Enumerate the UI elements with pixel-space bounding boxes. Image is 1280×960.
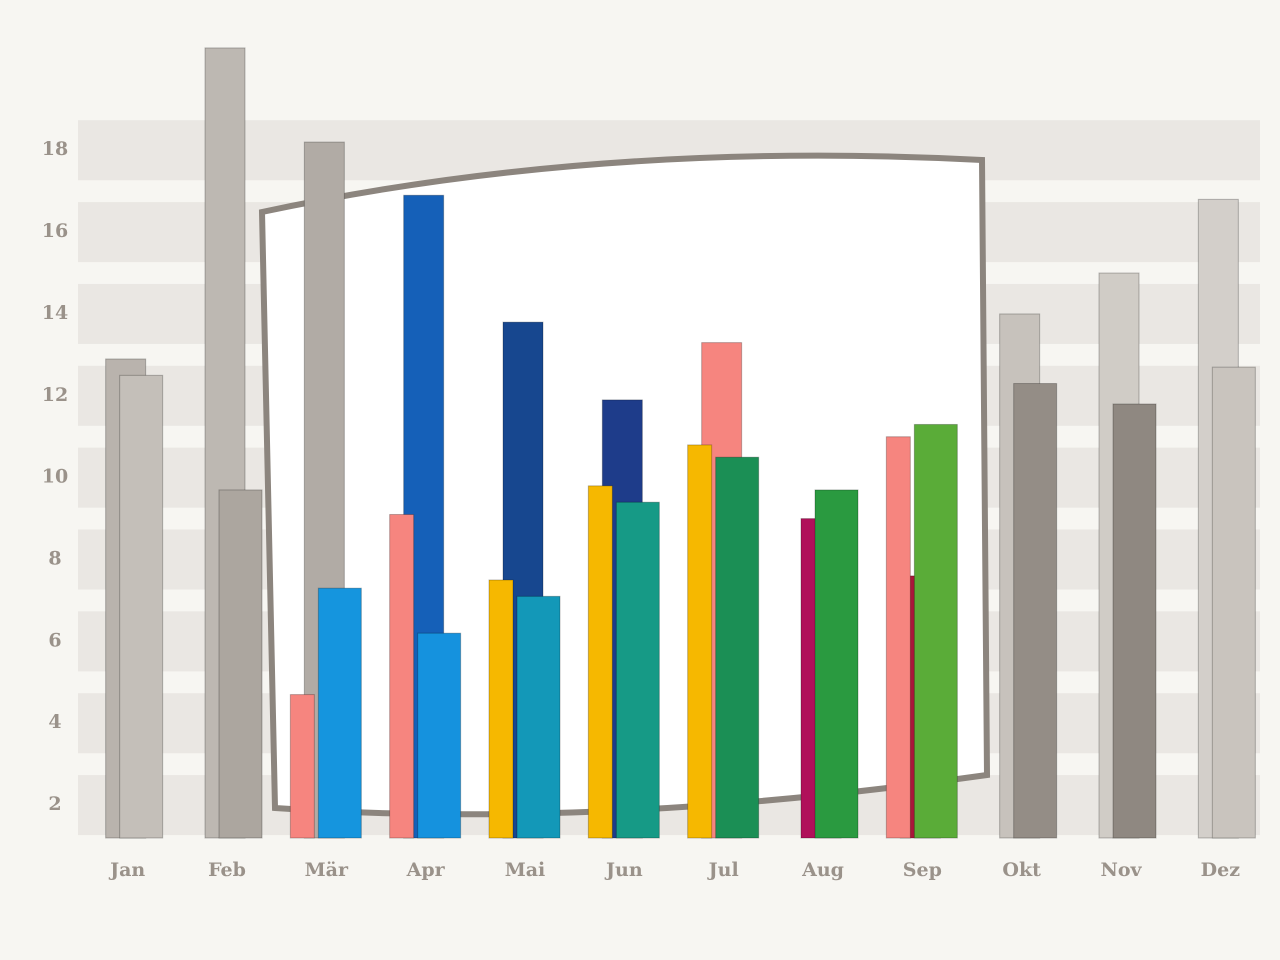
y-tick-label: 4	[48, 711, 61, 733]
y-tick-label: 8	[48, 548, 61, 570]
bar	[417, 632, 462, 839]
x-tick-label: Jul	[707, 859, 739, 881]
bar	[488, 579, 514, 839]
x-tick-label: Okt	[1002, 859, 1041, 881]
bar	[587, 485, 613, 839]
labels: 2 4 6 8 10 12 14 16 18 Jan Feb Mär Apr Mai Jun Jul Aug Se…	[42, 138, 1240, 881]
y-tick-label: 18	[42, 138, 68, 160]
x-tick-label: Aug	[801, 859, 844, 881]
x-tick-label: Jan	[108, 859, 145, 881]
y-tick-label: 14	[42, 302, 68, 324]
bar	[687, 444, 713, 839]
y-tick-label: 6	[48, 629, 61, 651]
y-tick-label: 16	[42, 220, 68, 242]
x-tick-label: Nov	[1100, 859, 1142, 881]
x-tick-label: Mai	[505, 859, 546, 881]
y-tick-label: 12	[42, 384, 68, 406]
bar	[913, 423, 958, 839]
x-tick-label: Mär	[305, 859, 349, 881]
y-tick-label: 2	[48, 793, 61, 815]
bar	[218, 489, 263, 839]
y-tick-label: 10	[42, 466, 68, 488]
bar	[1013, 383, 1058, 839]
x-tick-label: Sep	[903, 859, 942, 881]
bar	[289, 694, 315, 839]
bar	[119, 374, 164, 839]
bar	[389, 513, 415, 839]
x-tick-label: Feb	[208, 859, 246, 881]
bars	[105, 47, 1256, 839]
x-tick-label: Apr	[406, 859, 446, 881]
x-tick-label: Jun	[604, 859, 643, 881]
bar	[615, 501, 660, 839]
bar	[1211, 366, 1256, 839]
bar	[885, 436, 911, 839]
bar	[715, 456, 760, 839]
bar	[1112, 403, 1157, 839]
bar	[814, 489, 859, 839]
bar	[317, 587, 362, 839]
x-tick-label: Dez	[1201, 859, 1241, 881]
bar	[516, 595, 561, 839]
